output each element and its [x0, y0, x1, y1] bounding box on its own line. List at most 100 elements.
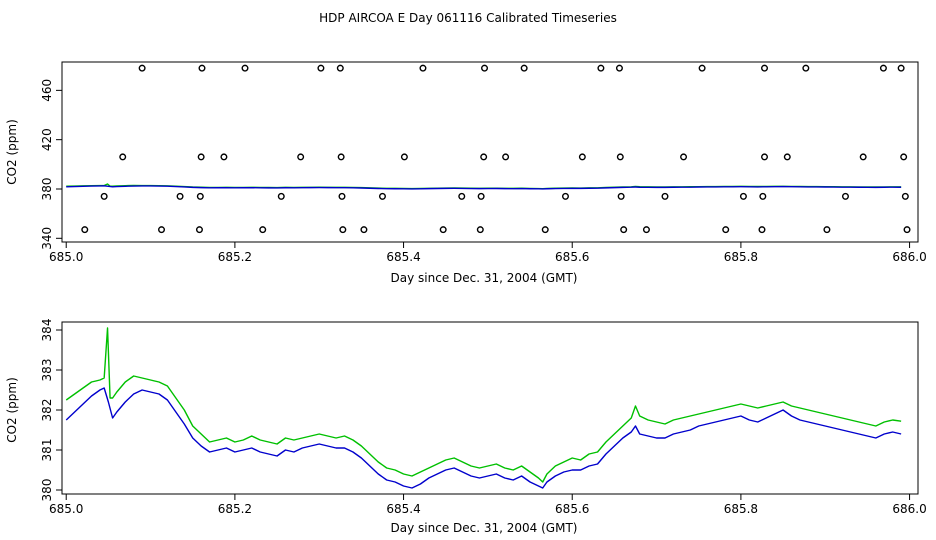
x-tick-label: 686.0 — [892, 502, 926, 516]
outlier-point — [615, 64, 623, 72]
outlier-point — [100, 192, 108, 200]
outlier-point — [317, 64, 325, 72]
outlier-point — [903, 226, 911, 234]
outlier-point — [761, 153, 769, 161]
outlier-point — [900, 153, 908, 161]
outlier-point — [897, 64, 905, 72]
outlier-point — [259, 226, 267, 234]
y-tick-label: 382 — [40, 399, 54, 422]
chart-title: HDP AIRCOA E Day 061116 Calibrated Times… — [319, 11, 617, 25]
bottom-panel-x-axis: 685.0 685.2 685.4 685.6 685.8 686.0 — [49, 494, 927, 516]
bottom-panel-y-axis: 380 381 382 383 384 — [40, 319, 62, 502]
outlier-point — [338, 192, 346, 200]
bottom-panel-lines — [65, 327, 902, 489]
bottom-panel-line: 685.0 685.2 685.4 685.6 685.8 686.0 380 381 382… — [5, 319, 927, 535]
outlier-point — [802, 64, 810, 72]
outlier-point — [661, 192, 669, 200]
top-panel-x-label: Day since Dec. 31, 2004 (GMT) — [391, 271, 578, 285]
outlier-point — [879, 64, 887, 72]
outlier-point — [337, 153, 345, 161]
outlier-point — [480, 153, 488, 161]
x-tick-label: 685.4 — [386, 250, 420, 264]
outlier-point — [81, 226, 89, 234]
outlier-point — [578, 153, 586, 161]
top-panel-y-axis: 340 380 420 460 — [40, 79, 62, 250]
outlier-point — [901, 192, 909, 200]
outlier-point — [196, 192, 204, 200]
y-tick-label: 380 — [40, 178, 54, 201]
bottom-panel-x-label: Day since Dec. 31, 2004 (GMT) — [391, 521, 578, 535]
top-panel-y-label: CO2 (ppm) — [5, 119, 19, 185]
outlier-point — [642, 226, 650, 234]
outlier-point — [841, 192, 849, 200]
outlier-point — [502, 153, 510, 161]
outlier-point — [339, 226, 347, 234]
outlier-point — [195, 226, 203, 234]
outlier-point — [477, 192, 485, 200]
top-panel-x-axis: 685.0 685.2 685.4 685.6 685.8 686.0 — [49, 242, 927, 264]
y-tick-label: 384 — [40, 319, 54, 342]
outlier-point — [336, 64, 344, 72]
outlier-point — [439, 226, 447, 234]
y-tick-label: 420 — [40, 128, 54, 151]
outlier-point — [759, 192, 767, 200]
y-tick-label: 383 — [40, 359, 54, 382]
outlier-point — [458, 192, 466, 200]
x-tick-label: 685.0 — [49, 250, 83, 264]
y-tick-label: 460 — [40, 79, 54, 102]
outlier-point — [823, 226, 831, 234]
outlier-point — [520, 64, 528, 72]
x-tick-label: 685.6 — [555, 250, 589, 264]
outlier-point — [680, 153, 688, 161]
outlier-point — [761, 64, 769, 72]
outlier-point — [783, 153, 791, 161]
outlier-point — [138, 64, 146, 72]
outlier-point — [481, 64, 489, 72]
outlier-point — [722, 226, 730, 234]
top-panel-frame — [61, 61, 919, 243]
outlier-point — [297, 153, 305, 161]
x-tick-label: 685.2 — [218, 250, 252, 264]
top-panel-lines — [66, 183, 902, 190]
outlier-point — [119, 153, 127, 161]
outlier-point — [360, 226, 368, 234]
outlier-point — [419, 64, 427, 72]
outlier-point — [859, 153, 867, 161]
outlier-point — [541, 226, 549, 234]
bottom-panel-y-label: CO2 (ppm) — [5, 377, 19, 443]
outlier-point — [476, 226, 484, 234]
blue-series-line — [65, 387, 902, 489]
y-tick-label: 340 — [40, 227, 54, 250]
top-panel-scatter: 685.0 685.2 685.4 685.6 685.8 686.0 340 380 420… — [5, 61, 927, 285]
outlier-point — [758, 226, 766, 234]
x-tick-label: 685.2 — [218, 502, 252, 516]
top-panel-points — [81, 64, 911, 234]
green-series-line — [65, 327, 902, 483]
outlier-point — [698, 64, 706, 72]
outlier-point — [617, 192, 625, 200]
outlier-point — [400, 153, 408, 161]
y-tick-label: 381 — [40, 439, 54, 462]
outlier-point — [277, 192, 285, 200]
x-tick-label: 685.4 — [386, 502, 420, 516]
y-tick-label: 380 — [40, 479, 54, 502]
outlier-point — [378, 192, 386, 200]
x-tick-label: 685.8 — [724, 502, 758, 516]
x-tick-label: 685.6 — [555, 502, 589, 516]
outlier-point — [198, 64, 206, 72]
x-tick-label: 685.8 — [724, 250, 758, 264]
outlier-point — [616, 153, 624, 161]
outlier-point — [739, 192, 747, 200]
outlier-point — [158, 226, 166, 234]
outlier-point — [176, 192, 184, 200]
outlier-point — [561, 192, 569, 200]
outlier-point — [597, 64, 605, 72]
outlier-point — [220, 153, 228, 161]
x-tick-label: 685.0 — [49, 502, 83, 516]
outlier-point — [197, 153, 205, 161]
bottom-panel-frame — [61, 321, 919, 495]
outlier-point — [241, 64, 249, 72]
x-tick-label: 686.0 — [892, 250, 926, 264]
outlier-point — [620, 226, 628, 234]
blue-series-line — [66, 185, 902, 190]
